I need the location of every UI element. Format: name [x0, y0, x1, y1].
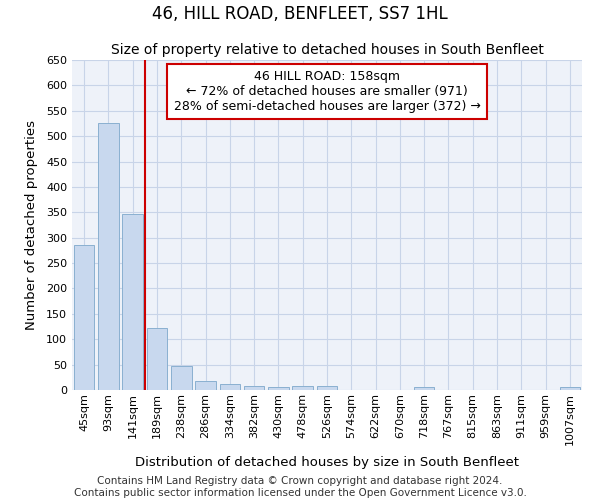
Bar: [74, 246, 94, 390]
Y-axis label: Number of detached properties: Number of detached properties: [25, 120, 38, 330]
Bar: [268, 388, 289, 390]
Bar: [292, 386, 313, 390]
Bar: [146, 328, 167, 390]
Bar: [220, 384, 240, 390]
X-axis label: Distribution of detached houses by size in South Benfleet: Distribution of detached houses by size …: [135, 456, 519, 469]
Bar: [195, 381, 216, 390]
Bar: [414, 388, 434, 390]
Bar: [122, 214, 143, 390]
Bar: [317, 386, 337, 390]
Bar: [244, 386, 265, 390]
Text: 46 HILL ROAD: 158sqm
← 72% of detached houses are smaller (971)
28% of semi-deta: 46 HILL ROAD: 158sqm ← 72% of detached h…: [173, 70, 481, 113]
Bar: [560, 388, 580, 390]
Text: Contains HM Land Registry data © Crown copyright and database right 2024.
Contai: Contains HM Land Registry data © Crown c…: [74, 476, 526, 498]
Bar: [171, 366, 191, 390]
Text: 46, HILL ROAD, BENFLEET, SS7 1HL: 46, HILL ROAD, BENFLEET, SS7 1HL: [152, 5, 448, 23]
Bar: [98, 124, 119, 390]
Title: Size of property relative to detached houses in South Benfleet: Size of property relative to detached ho…: [110, 44, 544, 58]
